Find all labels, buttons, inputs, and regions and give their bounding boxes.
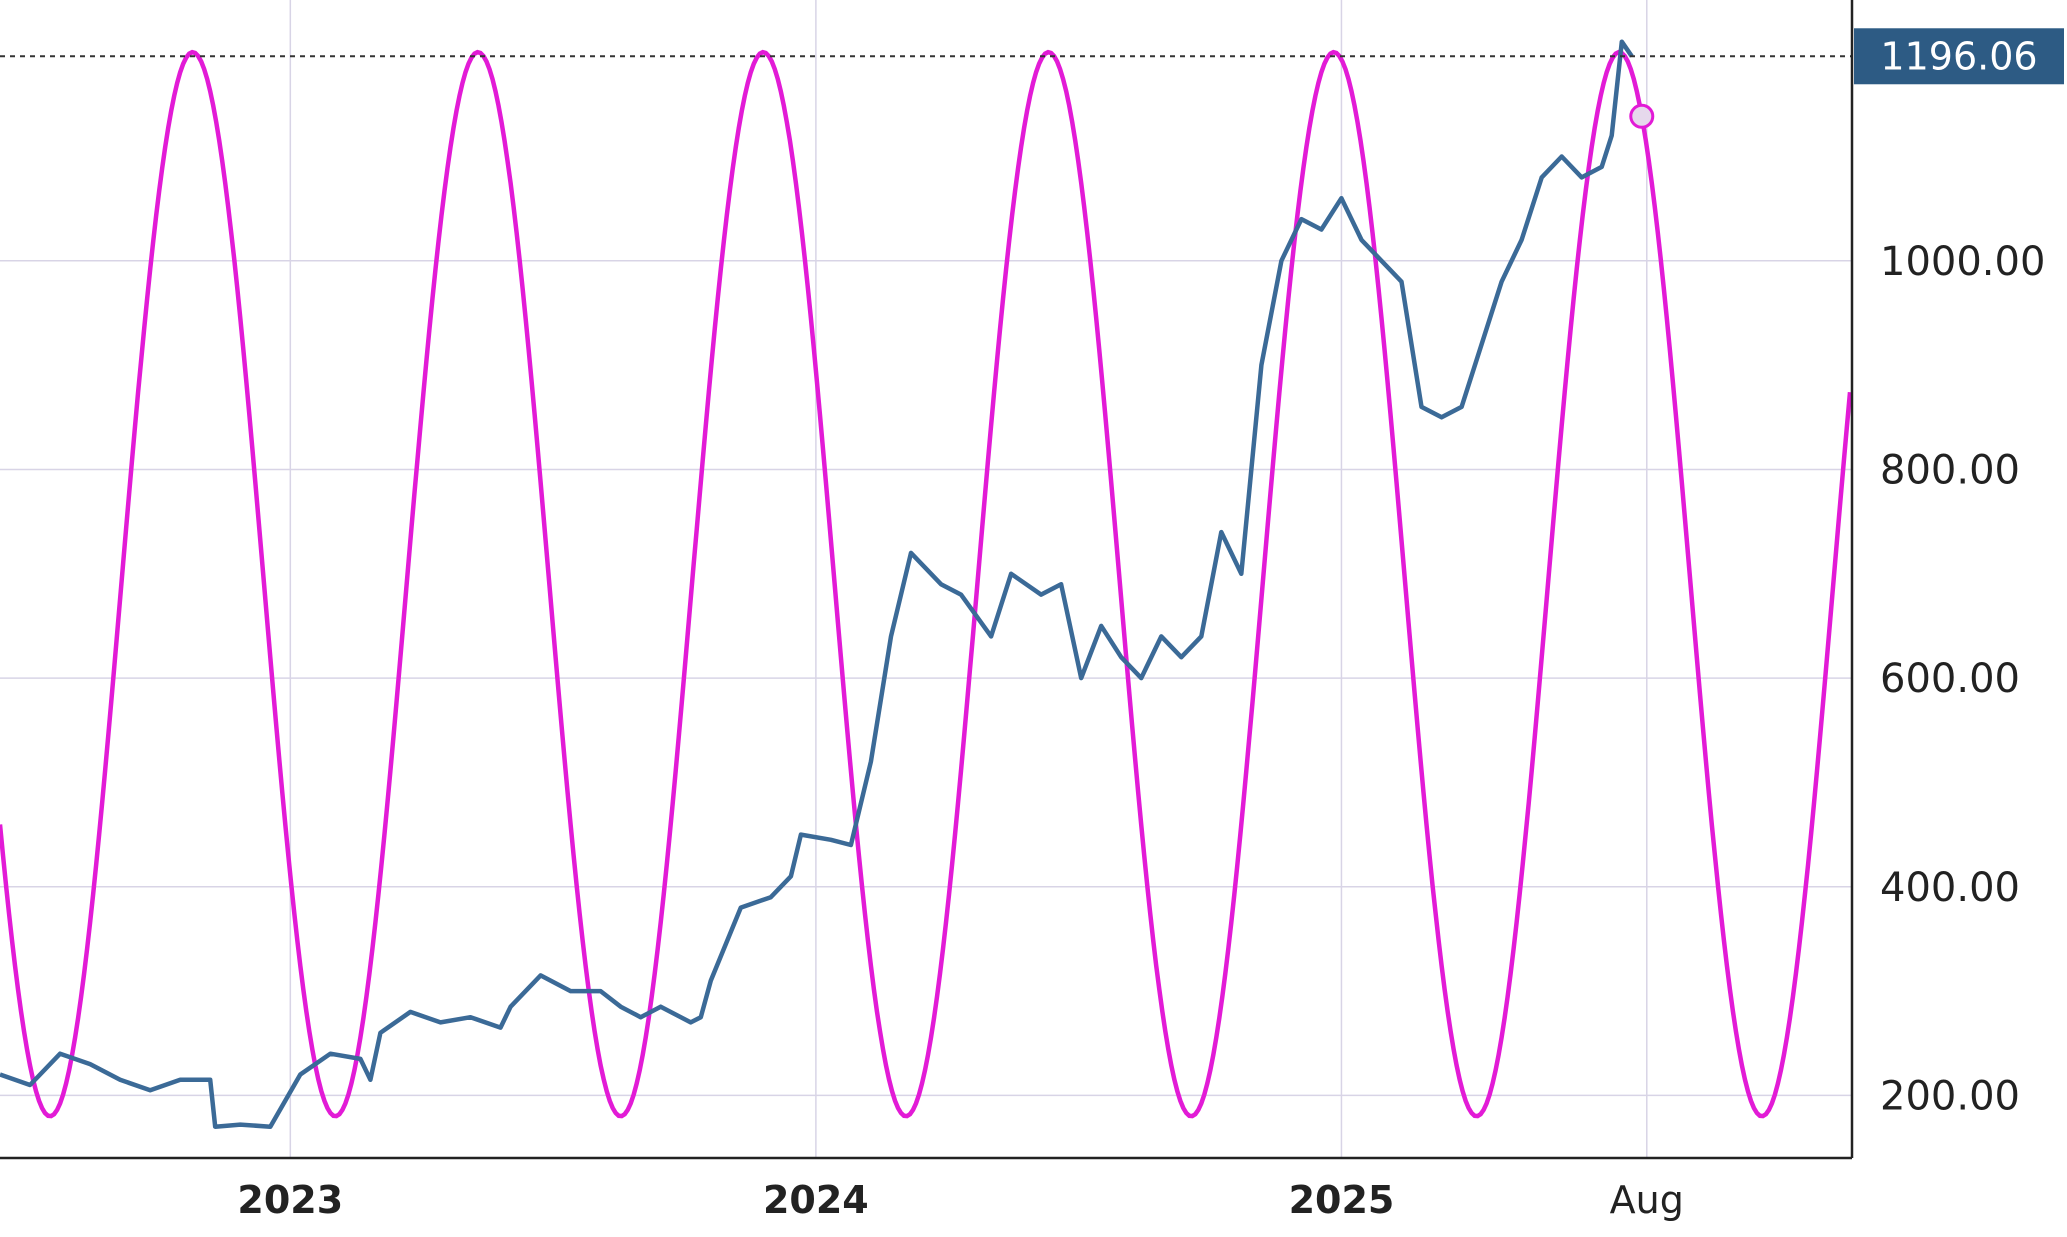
y-tick-label: 1000.00 (1880, 239, 2045, 285)
y-tick-label: 800.00 (1880, 447, 2020, 493)
sine-current-marker (1629, 103, 1655, 129)
last-value-label: 1196.06 (1880, 34, 2037, 78)
grid (0, 0, 1852, 1158)
series-layer (0, 39, 1853, 1129)
x-tick-label: Aug (1610, 1178, 1684, 1222)
cycle-sine-line (0, 49, 1853, 1119)
x-tick-label: 2023 (237, 1178, 343, 1222)
last-value-badge (1854, 28, 2064, 85)
y-tick-label: 200.00 (1880, 1073, 2020, 1119)
y-tick-label: 400.00 (1880, 865, 2020, 911)
y-tick-label: 600.00 (1880, 656, 2020, 702)
x-tick-label: 2025 (1289, 1178, 1395, 1222)
price-series-line (0, 39, 1634, 1129)
x-tick-label: 2024 (763, 1178, 869, 1222)
